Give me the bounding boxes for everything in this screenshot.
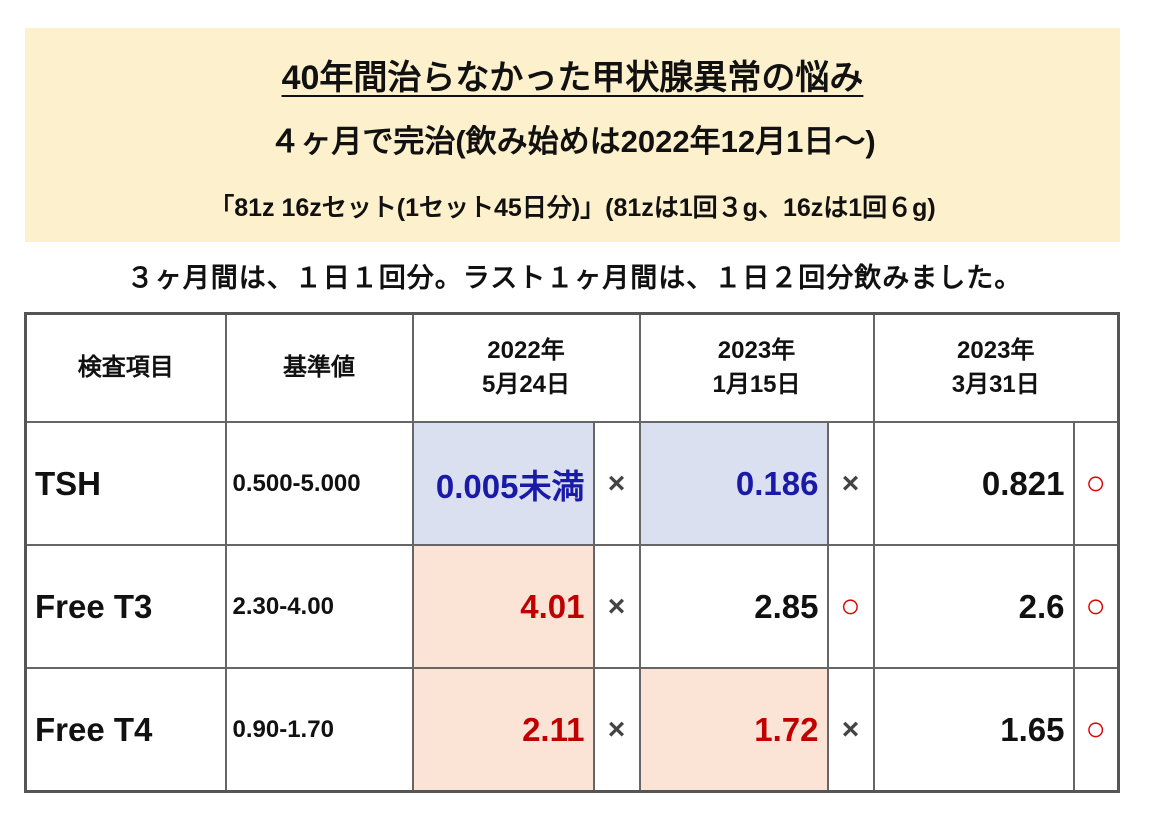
result-mark: × [826, 421, 875, 546]
header-banner: 40年間治らなかった甲状腺異常の悩み ４ヶ月で完治(飲み始めは2022年12月1… [25, 28, 1120, 242]
subtitle: ４ヶ月で完治(飲み始めは2022年12月1日～) [269, 124, 876, 159]
result-value: 2.11 [411, 667, 595, 793]
note: ３ヶ月間は、１日１回分。ラスト１ヶ月間は、１日２回分飲みました。 [126, 263, 1023, 293]
result-value: 4.01 [411, 544, 595, 669]
results-table: 検査項目 基準値 2022年 5月24日 2023年 1月15日 2023年 3月31日 TSH… [24, 312, 1120, 793]
result-mark: ○ [1072, 544, 1120, 669]
header-cell: 基準値 [224, 312, 414, 423]
result-mark: ○ [826, 544, 875, 669]
result-value: 0.821 [872, 421, 1075, 546]
header-cell: 検査項目 [24, 312, 227, 423]
result-value: 2.85 [638, 544, 829, 669]
result-value: 1.72 [638, 667, 829, 793]
header-cell: 2023年 3月31日 [872, 312, 1120, 423]
title-text: 40年間治らなかった甲状腺異常の悩み [281, 59, 864, 97]
header-line: 1月15日 [712, 371, 801, 398]
result-mark: × [592, 667, 641, 793]
data-row: TSH 0.500-5.000 0.005未満 × 0.186 × 0.821 ○ [24, 421, 1120, 546]
item-name: TSH [24, 421, 227, 546]
result-mark: ○ [1072, 421, 1120, 546]
header-line: 5月24日 [481, 371, 571, 398]
reference-range: 0.500-5.000 [224, 421, 414, 546]
data-row: Free T3 2.30-4.00 4.01 × 2.85 ○ 2.6 ○ [24, 544, 1120, 669]
result-mark: × [592, 544, 641, 669]
header-line: 2023年 [717, 337, 796, 364]
result-value: 0.005未満 [411, 421, 595, 546]
set-info: 「81z 16zセット(1セット45日分)」(81zは1回３g、16zは1回６g… [209, 194, 936, 222]
result-value: 0.186 [638, 421, 829, 546]
reference-range: 0.90-1.70 [224, 667, 414, 793]
reference-range: 2.30-4.00 [224, 544, 414, 669]
item-name: Free T3 [24, 544, 227, 669]
header-row: 検査項目 基準値 2022年 5月24日 2023年 1月15日 2023年 3月31日 [24, 312, 1120, 423]
result-mark: × [592, 421, 641, 546]
header-line: 2023年 [957, 337, 1035, 364]
title: 40年間治らなかった甲状腺異常の悩み [25, 50, 1120, 99]
header-cell: 2023年 1月15日 [638, 312, 875, 423]
result-value: 2.6 [872, 544, 1075, 669]
result-mark: × [826, 667, 875, 793]
item-name: Free T4 [24, 667, 227, 793]
header-cell: 2022年 5月24日 [411, 312, 641, 423]
data-row: Free T4 0.90-1.70 2.11 × 1.72 × 1.65 ○ [24, 667, 1120, 793]
header-line: 3月31日 [951, 371, 1040, 398]
result-value: 1.65 [872, 667, 1075, 793]
result-mark: ○ [1072, 667, 1120, 793]
header-line: 2022年 [487, 337, 565, 364]
